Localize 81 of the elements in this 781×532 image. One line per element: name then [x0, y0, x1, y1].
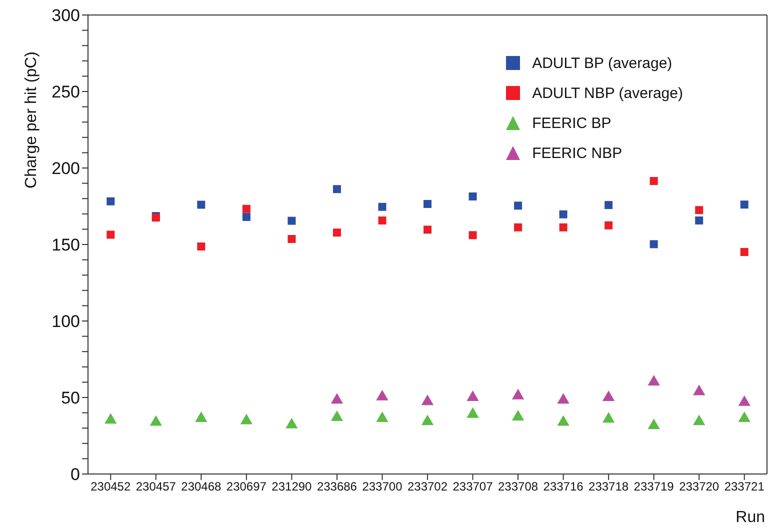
- point: [106, 230, 115, 239]
- point: [332, 228, 341, 237]
- point: [330, 393, 344, 404]
- point: [602, 390, 615, 402]
- point: [557, 393, 570, 404]
- legend-label: FEERIC BP: [532, 114, 612, 132]
- y-axis-title: Charge per hit (pC): [23, 52, 40, 188]
- x-tick-label: 233700: [362, 480, 403, 494]
- x-tick-label: 233721: [724, 480, 765, 494]
- point: [197, 200, 206, 209]
- y-tick-label: 250: [52, 82, 80, 102]
- point: [288, 234, 296, 243]
- point: [197, 242, 206, 250]
- point: [378, 216, 386, 224]
- y-tick-label: 150: [52, 236, 80, 255]
- point: [150, 415, 162, 426]
- point: [421, 414, 434, 426]
- point: [195, 411, 208, 422]
- point: [514, 202, 522, 210]
- point: [559, 223, 568, 232]
- point: [424, 226, 432, 234]
- point: [242, 204, 250, 213]
- point: [559, 210, 568, 218]
- point: [695, 206, 704, 214]
- point: [693, 384, 706, 396]
- point: [512, 388, 524, 400]
- x-axis-title: Run: [736, 509, 765, 526]
- point: [424, 200, 432, 208]
- y-tick-label: 50: [61, 388, 80, 408]
- y-tick-label: 100: [52, 312, 80, 332]
- point: [740, 200, 748, 209]
- point: [104, 413, 117, 424]
- point: [648, 375, 660, 386]
- point: [466, 390, 479, 402]
- y-tick-label: 300: [52, 6, 80, 26]
- x-tick-label: 230457: [136, 480, 176, 494]
- point: [286, 418, 298, 428]
- x-tick-label: 231290: [272, 480, 312, 494]
- point: [376, 390, 388, 400]
- x-tick-label: 233708: [498, 480, 538, 494]
- x-tick-label: 233719: [634, 480, 674, 494]
- x-tick-label: 233720: [679, 480, 720, 494]
- x-tick-label: 230468: [181, 480, 222, 494]
- point: [738, 411, 750, 422]
- point: [468, 231, 477, 240]
- x-tick-label: 233718: [588, 480, 629, 494]
- x-tick-label: 230452: [90, 480, 131, 494]
- point: [738, 395, 750, 406]
- x-tick-label: 233707: [452, 480, 494, 494]
- x-tick-label: 233702: [407, 480, 448, 494]
- point: [604, 201, 613, 210]
- x-tick-label: 233686: [316, 480, 358, 494]
- point: [604, 221, 613, 230]
- point: [602, 412, 615, 423]
- legend-label: FEERIC NBP: [532, 144, 622, 162]
- point: [650, 177, 658, 186]
- point: [466, 407, 479, 418]
- point: [106, 197, 115, 206]
- point: [648, 418, 660, 430]
- point: [242, 212, 250, 221]
- y-tick-label: 200: [52, 159, 80, 178]
- legend-label: ADULT BP (average): [532, 54, 672, 72]
- point: [330, 410, 344, 422]
- point: [421, 394, 434, 406]
- y-tick-label: 0: [70, 465, 80, 484]
- point: [514, 223, 522, 232]
- x-tick-label: 230697: [226, 480, 267, 494]
- point: [240, 414, 253, 424]
- x-tick-label: 233716: [543, 480, 584, 494]
- point: [378, 202, 386, 211]
- legend-label: ADULT NBP (average): [532, 84, 683, 102]
- point: [332, 185, 341, 194]
- point: [557, 415, 570, 426]
- point: [695, 216, 704, 224]
- point: [288, 216, 296, 225]
- point: [740, 248, 748, 256]
- point: [512, 410, 524, 420]
- point: [468, 192, 477, 200]
- point: [650, 240, 658, 248]
- point: [376, 411, 388, 422]
- point: [693, 414, 706, 426]
